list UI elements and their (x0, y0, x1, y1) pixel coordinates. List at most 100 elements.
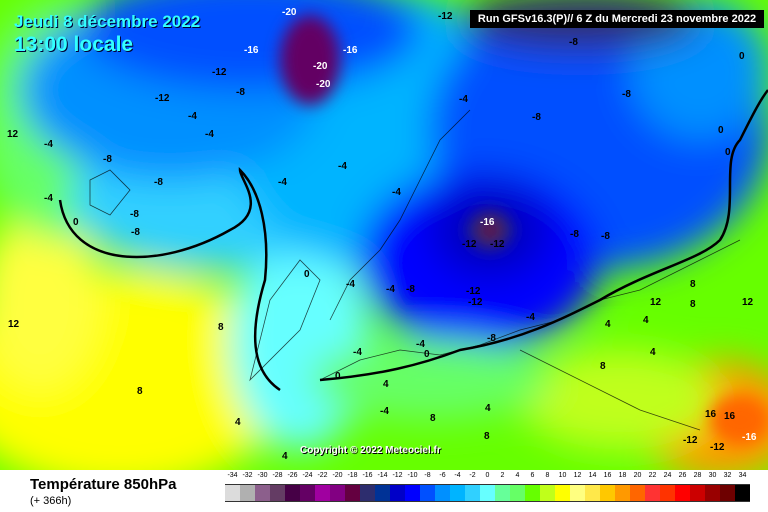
legend-swatch (630, 484, 645, 502)
isotherm-label: -4 (392, 187, 401, 198)
isotherm-label: -8 (569, 37, 578, 48)
isotherm-label: 16 (724, 411, 736, 422)
isotherm-label: -4 (459, 94, 468, 105)
legend-tick: -4 (454, 472, 461, 479)
isotherm-label: -8 (622, 89, 631, 100)
isotherm-label: -8 (601, 231, 610, 242)
legend-tick: -2 (469, 472, 476, 479)
isotherm-label: -12 (438, 11, 453, 22)
isotherm-label: -12 (683, 435, 698, 446)
legend-swatch (375, 484, 390, 502)
legend-tick: -16 (362, 472, 373, 479)
legend-swatch (690, 484, 705, 502)
legend-tick: 28 (693, 472, 702, 479)
isotherm-label: -4 (44, 139, 53, 150)
isotherm-label: -20 (316, 79, 331, 90)
legend-tick: 24 (663, 472, 672, 479)
legend-swatch (600, 484, 615, 502)
legend-swatch (225, 484, 240, 502)
legend-tick: -14 (377, 472, 388, 479)
isotherm-label: 16 (705, 409, 717, 420)
legend-swatch (315, 484, 330, 502)
isotherm-label: -12 (466, 286, 481, 297)
isotherm-label: 0 (335, 371, 341, 382)
legend-swatch (735, 484, 750, 502)
legend-swatch (675, 484, 690, 502)
isotherm-label: -4 (205, 129, 214, 140)
isotherm-label: -8 (487, 333, 496, 344)
isotherm-label: 0 (739, 51, 745, 62)
isotherm-label: 0 (725, 147, 731, 158)
copyright: Copyright © 2022 Meteociel.fr (300, 445, 441, 456)
legend-swatch (420, 484, 435, 502)
legend-tick: -32 (242, 472, 253, 479)
forecast-date: Jeudi 8 décembre 2022 (14, 12, 201, 31)
isotherm-label: -8 (130, 209, 139, 220)
isotherm-label: -16 (742, 432, 757, 443)
legend-tick: 4 (515, 472, 520, 479)
legend-swatch (285, 484, 300, 502)
legend-swatch (705, 484, 720, 502)
legend-swatch (330, 484, 345, 502)
legend-tick: 30 (708, 472, 717, 479)
isotherm-label: 8 (484, 431, 490, 442)
isotherm-label: 0 (718, 125, 724, 136)
isotherm-label: -8 (236, 87, 245, 98)
legend-tick: 12 (573, 472, 582, 479)
isotherm-label: -8 (103, 154, 112, 165)
isotherm-label: 8 (218, 322, 224, 333)
legend-swatch (720, 484, 735, 502)
legend-swatch (450, 484, 465, 502)
legend-tick: -6 (439, 472, 446, 479)
isotherm-label: 8 (600, 361, 606, 372)
legend-swatch (435, 484, 450, 502)
isotherm-label: -12 (155, 93, 170, 104)
footer: Température 850hPa (+ 366h) -34 -32 -30 -28… (0, 470, 768, 512)
isotherm-label: -4 (44, 193, 53, 204)
legend-swatch (270, 484, 285, 502)
legend-tick: -24 (302, 472, 313, 479)
isotherm-label: -8 (154, 177, 163, 188)
legend-swatch (360, 484, 375, 502)
legend-swatch (345, 484, 360, 502)
legend-tick: 0 (485, 472, 490, 479)
legend-tick: -18 (347, 472, 358, 479)
legend-swatch (660, 484, 675, 502)
isotherm-label: 12 (8, 319, 20, 330)
isotherm-label: 4 (485, 403, 491, 414)
legend-swatch (465, 484, 480, 502)
legend-swatch (390, 484, 405, 502)
legend-tick: 2 (500, 472, 505, 479)
isotherm-label: -8 (131, 227, 140, 238)
isotherm-label: -4 (386, 284, 395, 295)
isotherm-label: 12 (742, 297, 754, 308)
legend-tick: -28 (272, 472, 283, 479)
isotherm-label: -12 (212, 67, 227, 78)
isotherm-label: -20 (282, 7, 297, 18)
isotherm-label: -4 (353, 347, 362, 358)
isotherm-label: -8 (532, 112, 541, 123)
isotherm-label: -4 (416, 339, 425, 350)
legend-tick: 16 (603, 472, 612, 479)
isotherm-label: 8 (690, 299, 696, 310)
legend-tick: 14 (588, 472, 597, 479)
isotherm-label: 4 (282, 451, 288, 462)
legend-tick: 6 (530, 472, 535, 479)
model-run-info: Run GFSv16.3(P)// 6 Z du Mercredi 23 nov… (470, 10, 764, 28)
isotherm-label: 8 (690, 279, 696, 290)
isotherm-label: -4 (338, 161, 347, 172)
isotherm-label: -4 (526, 312, 535, 323)
isotherm-label: -8 (406, 284, 415, 295)
isotherm-label: 12 (650, 297, 662, 308)
legend-swatch (255, 484, 270, 502)
legend-tick: -10 (407, 472, 418, 479)
isotherm-label: -12 (468, 297, 483, 308)
forecast-time: 13:00 locale (14, 33, 134, 56)
isotherm-label: 0 (73, 217, 79, 228)
legend-tick: 18 (618, 472, 627, 479)
legend-swatch (540, 484, 555, 502)
isotherm-label: 4 (383, 379, 389, 390)
legend-tick: -20 (332, 472, 343, 479)
legend-tick: -26 (287, 472, 298, 479)
isotherm-label: -4 (380, 406, 389, 417)
